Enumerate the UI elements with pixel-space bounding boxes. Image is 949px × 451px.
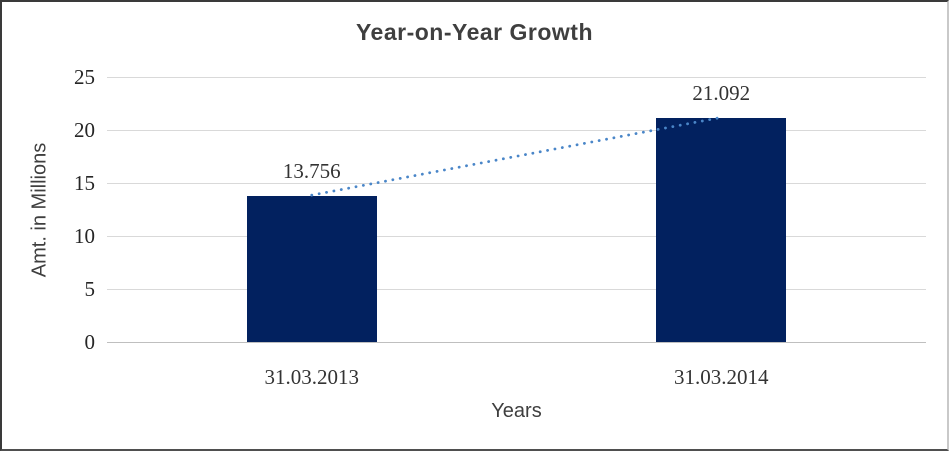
y-axis-tick-label-20: 20 bbox=[74, 118, 95, 142]
data-label-31.03.2013: 13.756 bbox=[282, 159, 341, 184]
gridline-5 bbox=[107, 288, 926, 290]
y-axis-tick-label-5: 5 bbox=[84, 277, 96, 301]
y-axis-tick-label-15: 15 bbox=[74, 171, 95, 195]
chart-title: Year-on-Year Growth bbox=[355, 19, 593, 45]
y-axis-tick-label-25: 25 bbox=[74, 65, 95, 89]
y-axis-tick-label-10: 10 bbox=[74, 224, 95, 248]
gridline-10 bbox=[107, 235, 926, 237]
category-label-31.03.2014: 31.03.2014 bbox=[674, 365, 769, 389]
category-label-31.03.2013: 31.03.2013 bbox=[264, 365, 360, 389]
gridline-15 bbox=[107, 182, 926, 184]
gridline-25 bbox=[107, 76, 926, 78]
gridline-20 bbox=[107, 129, 926, 131]
bar-31.03.2013 bbox=[246, 196, 377, 342]
y-axis-title: Amt. in Millions bbox=[28, 142, 51, 278]
x-axis-title: Years bbox=[491, 400, 542, 422]
bar-31.03.2014 bbox=[656, 118, 787, 342]
data-label-31.03.2014: 21.092 bbox=[692, 81, 751, 106]
x-axis-line bbox=[107, 342, 926, 343]
y-axis-tick-label-0: 0 bbox=[84, 330, 96, 354]
